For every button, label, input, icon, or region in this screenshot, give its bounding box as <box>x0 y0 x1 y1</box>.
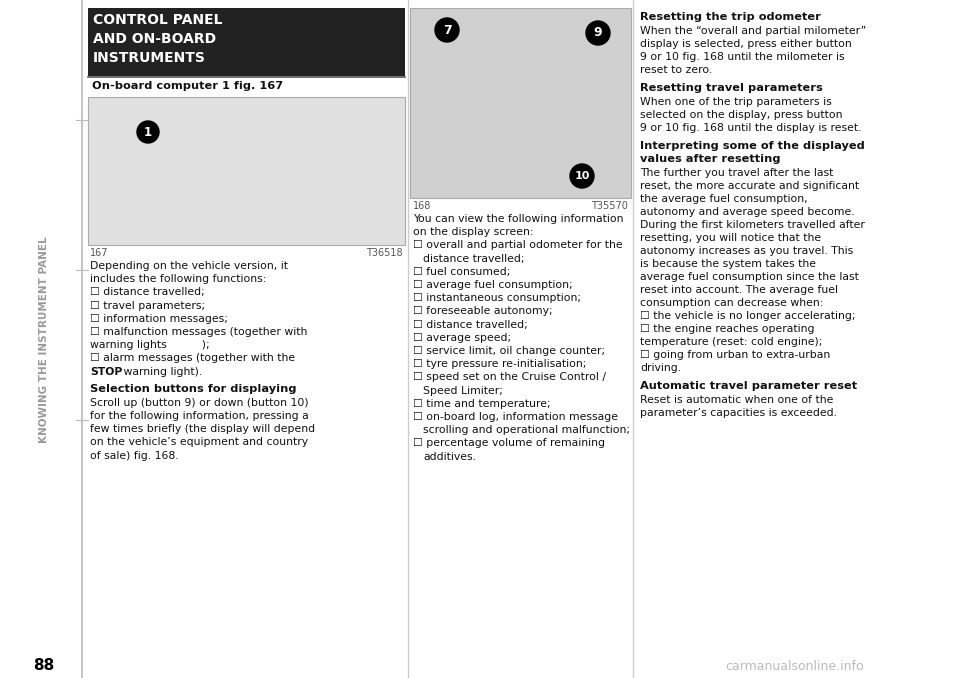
Text: Speed Limiter;: Speed Limiter; <box>423 386 503 395</box>
Text: ☐ distance travelled;: ☐ distance travelled; <box>90 287 204 298</box>
Text: 168: 168 <box>413 201 431 211</box>
Text: 10: 10 <box>574 171 589 181</box>
Text: Scroll up (button 9) or down (button 10): Scroll up (button 9) or down (button 10) <box>90 398 308 407</box>
Text: 167: 167 <box>90 248 108 258</box>
Text: ☐ tyre pressure re-initialisation;: ☐ tyre pressure re-initialisation; <box>413 359 587 370</box>
Text: ☐ fuel consumed;: ☐ fuel consumed; <box>413 267 511 277</box>
Text: is because the system takes the: is because the system takes the <box>640 259 816 269</box>
Text: autonomy and average speed become.: autonomy and average speed become. <box>640 207 854 217</box>
Text: 9 or 10 fig. 168 until the milometer is: 9 or 10 fig. 168 until the milometer is <box>640 52 845 62</box>
Text: ☐ instantaneous consumption;: ☐ instantaneous consumption; <box>413 293 581 303</box>
Text: scrolling and operational malfunction;: scrolling and operational malfunction; <box>423 425 630 435</box>
Text: on the display screen:: on the display screen: <box>413 227 534 237</box>
Text: includes the following functions:: includes the following functions: <box>90 274 266 284</box>
Text: ☐ travel parameters;: ☐ travel parameters; <box>90 300 205 311</box>
Text: ☐ percentage volume of remaining: ☐ percentage volume of remaining <box>413 439 605 448</box>
Text: When one of the trip parameters is: When one of the trip parameters is <box>640 97 831 107</box>
Text: You can view the following information: You can view the following information <box>413 214 623 224</box>
Text: driving.: driving. <box>640 363 682 373</box>
Text: ☐ information messages;: ☐ information messages; <box>90 314 228 324</box>
Text: Depending on the vehicle version, it: Depending on the vehicle version, it <box>90 261 288 271</box>
Circle shape <box>435 18 459 42</box>
Text: ☐ malfunction messages (together with: ☐ malfunction messages (together with <box>90 327 307 337</box>
Text: resetting, you will notice that the: resetting, you will notice that the <box>640 233 821 243</box>
Bar <box>0 0 82 678</box>
Text: additives.: additives. <box>423 452 476 462</box>
Text: The further you travel after the last: The further you travel after the last <box>640 168 833 178</box>
Text: average fuel consumption since the last: average fuel consumption since the last <box>640 272 859 282</box>
Text: reset to zero.: reset to zero. <box>640 65 712 75</box>
Text: STOP: STOP <box>90 367 122 376</box>
Text: Automatic travel parameter reset: Automatic travel parameter reset <box>640 381 857 391</box>
Text: On-board computer 1 fig. 167: On-board computer 1 fig. 167 <box>92 81 283 91</box>
Text: T35570: T35570 <box>591 201 628 211</box>
Bar <box>88 97 405 245</box>
Text: reset, the more accurate and significant: reset, the more accurate and significant <box>640 181 859 191</box>
Text: ☐ time and temperature;: ☐ time and temperature; <box>413 399 551 409</box>
Circle shape <box>137 121 159 143</box>
Text: warning lights          );: warning lights ); <box>90 340 209 351</box>
Text: autonomy increases as you travel. This: autonomy increases as you travel. This <box>640 246 853 256</box>
Text: ☐ service limit, oil change counter;: ☐ service limit, oil change counter; <box>413 346 605 356</box>
Text: 1: 1 <box>144 125 152 138</box>
Text: ☐ average speed;: ☐ average speed; <box>413 333 511 343</box>
Text: INSTRUMENTS: INSTRUMENTS <box>93 51 205 65</box>
Text: T36518: T36518 <box>367 248 403 258</box>
Text: ☐ speed set on the Cruise Control /: ☐ speed set on the Cruise Control / <box>413 372 606 382</box>
Text: AND ON-BOARD: AND ON-BOARD <box>93 32 216 46</box>
Circle shape <box>586 21 610 45</box>
Text: CONTROL PANEL: CONTROL PANEL <box>93 13 223 27</box>
Text: parameter’s capacities is exceeded.: parameter’s capacities is exceeded. <box>640 408 837 418</box>
Text: During the first kilometers travelled after: During the first kilometers travelled af… <box>640 220 865 230</box>
Text: When the “overall and partial milometer”: When the “overall and partial milometer” <box>640 26 866 36</box>
Text: ☐ going from urban to extra-urban: ☐ going from urban to extra-urban <box>640 350 830 360</box>
Text: distance travelled;: distance travelled; <box>423 254 524 264</box>
Text: few times briefly (the display will depend: few times briefly (the display will depe… <box>90 424 315 434</box>
Text: ☐ the vehicle is no longer accelerating;: ☐ the vehicle is no longer accelerating; <box>640 311 855 321</box>
Text: for the following information, pressing a: for the following information, pressing … <box>90 411 309 421</box>
Text: Selection buttons for displaying: Selection buttons for displaying <box>90 384 297 394</box>
Text: Interpreting some of the displayed: Interpreting some of the displayed <box>640 141 865 151</box>
Text: ☐ the engine reaches operating: ☐ the engine reaches operating <box>640 324 814 334</box>
Text: ☐ average fuel consumption;: ☐ average fuel consumption; <box>413 280 572 290</box>
Text: ☐ on-board log, information message: ☐ on-board log, information message <box>413 412 618 422</box>
Text: Resetting the trip odometer: Resetting the trip odometer <box>640 12 821 22</box>
Text: 9 or 10 fig. 168 until the display is reset.: 9 or 10 fig. 168 until the display is re… <box>640 123 861 133</box>
Text: the average fuel consumption,: the average fuel consumption, <box>640 194 807 204</box>
Text: 7: 7 <box>443 24 451 37</box>
Text: warning light).: warning light). <box>120 367 203 376</box>
Text: display is selected, press either button: display is selected, press either button <box>640 39 852 49</box>
Circle shape <box>570 164 594 188</box>
Text: 88: 88 <box>34 658 55 673</box>
Text: consumption can decrease when:: consumption can decrease when: <box>640 298 824 308</box>
Text: temperature (reset: cold engine);: temperature (reset: cold engine); <box>640 337 823 347</box>
Text: on the vehicle’s equipment and country: on the vehicle’s equipment and country <box>90 437 308 447</box>
Text: 9: 9 <box>593 26 602 39</box>
Text: Reset is automatic when one of the: Reset is automatic when one of the <box>640 395 833 405</box>
Text: ☐ overall and partial odometer for the: ☐ overall and partial odometer for the <box>413 241 623 250</box>
Text: ☐ foreseeable autonomy;: ☐ foreseeable autonomy; <box>413 306 553 317</box>
Text: values after resetting: values after resetting <box>640 154 780 164</box>
Text: reset into account. The average fuel: reset into account. The average fuel <box>640 285 838 295</box>
Bar <box>88 8 405 76</box>
Text: of sale) fig. 168.: of sale) fig. 168. <box>90 451 179 460</box>
Text: selected on the display, press button: selected on the display, press button <box>640 110 843 120</box>
Text: carmanualsonline.info: carmanualsonline.info <box>726 660 864 673</box>
Text: ☐ alarm messages (together with the: ☐ alarm messages (together with the <box>90 353 295 363</box>
Bar <box>410 8 631 198</box>
Text: KNOWING THE INSTRUMENT PANEL: KNOWING THE INSTRUMENT PANEL <box>39 237 49 443</box>
Text: Resetting travel parameters: Resetting travel parameters <box>640 83 823 93</box>
Text: ☐ distance travelled;: ☐ distance travelled; <box>413 319 528 330</box>
